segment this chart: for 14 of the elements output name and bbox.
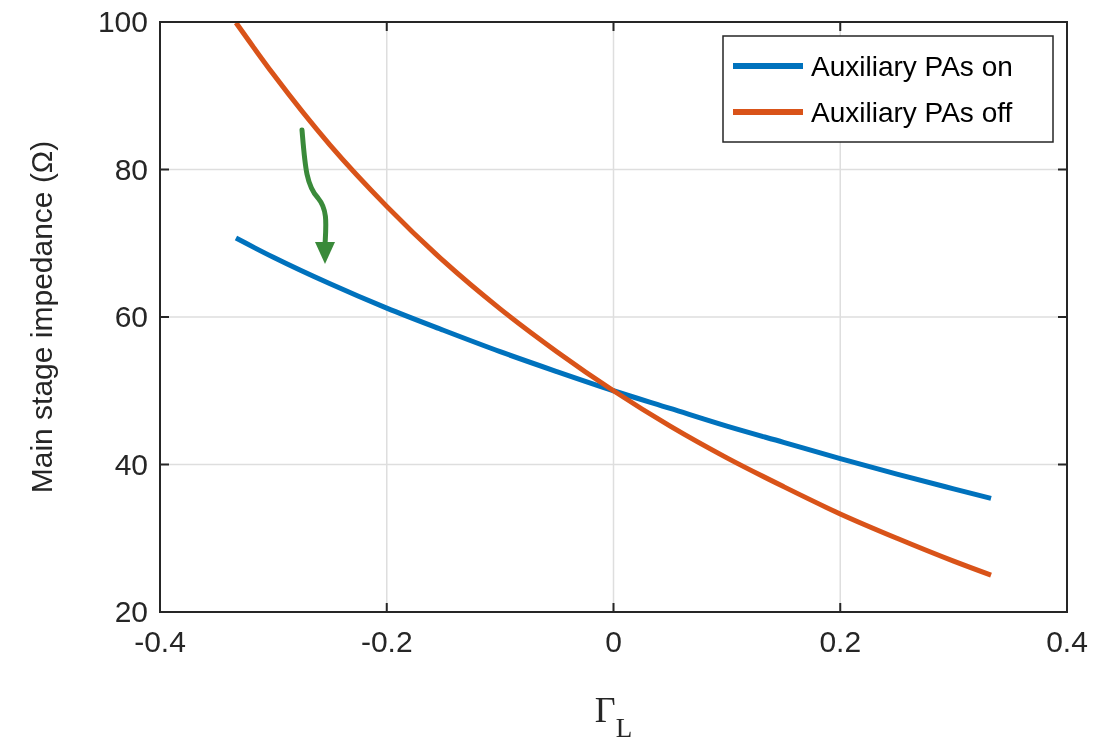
y-tick-label: 80 — [114, 152, 148, 186]
x-axis-title: Γ$_{L}$ — [594, 690, 633, 743]
x-tick-label: 0.2 — [819, 625, 862, 658]
y-tick-label: 100 — [97, 5, 148, 38]
x-tick-label: -0.4 — [134, 625, 186, 658]
y-axis-title: Main stage impedance (Ω) — [25, 140, 58, 494]
x-tick-label: 0.4 — [1046, 625, 1088, 658]
y-tick-label: 20 — [114, 595, 148, 628]
x-tick-label: 0 — [605, 625, 622, 658]
legend-label: Auxiliary PAs on — [811, 51, 1013, 82]
x-tick-label: -0.2 — [360, 625, 413, 658]
y-tick-label: 60 — [114, 300, 148, 333]
y-tick-label: 40 — [114, 447, 148, 481]
legend-label: Auxiliary PAs off — [811, 97, 1013, 128]
